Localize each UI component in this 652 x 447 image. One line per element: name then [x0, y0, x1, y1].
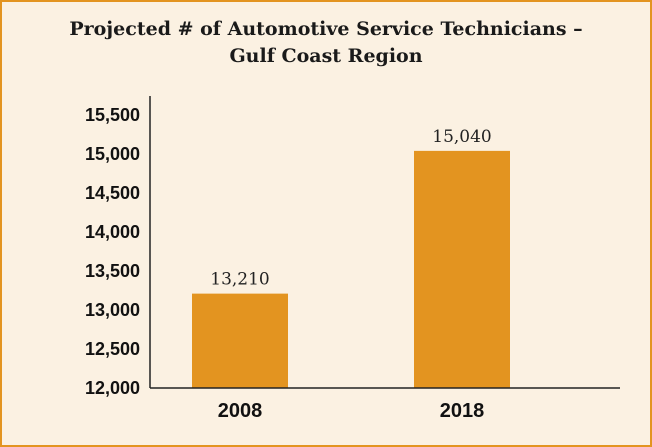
- bar-2018: [414, 150, 510, 388]
- chart-title: Projected # of Automotive Service Techni…: [69, 18, 583, 67]
- x-category-label-2008: 2008: [218, 400, 263, 422]
- y-tick-label: 12,500: [85, 339, 140, 359]
- x-category-label-2018: 2018: [440, 400, 485, 422]
- x-axis-labels: 2008 2018: [218, 400, 485, 422]
- bar-2008: [192, 293, 288, 388]
- y-tick-label: 15,000: [85, 144, 140, 164]
- y-axis-ticks: 12,000 12,500 13,000 13,500 14,000 14,500 15,0…: [85, 105, 140, 398]
- y-tick-label: 14,000: [85, 222, 140, 242]
- data-label-2018: 15,040: [432, 127, 491, 147]
- y-tick-label: 14,500: [85, 183, 140, 203]
- y-tick-label: 13,500: [85, 261, 140, 281]
- data-label-2008: 13,210: [210, 270, 269, 290]
- y-tick-label: 13,000: [85, 300, 140, 320]
- y-tick-label: 15,500: [85, 105, 140, 125]
- bars: 13,210 15,040: [192, 127, 510, 388]
- y-tick-label: 12,000: [85, 378, 140, 398]
